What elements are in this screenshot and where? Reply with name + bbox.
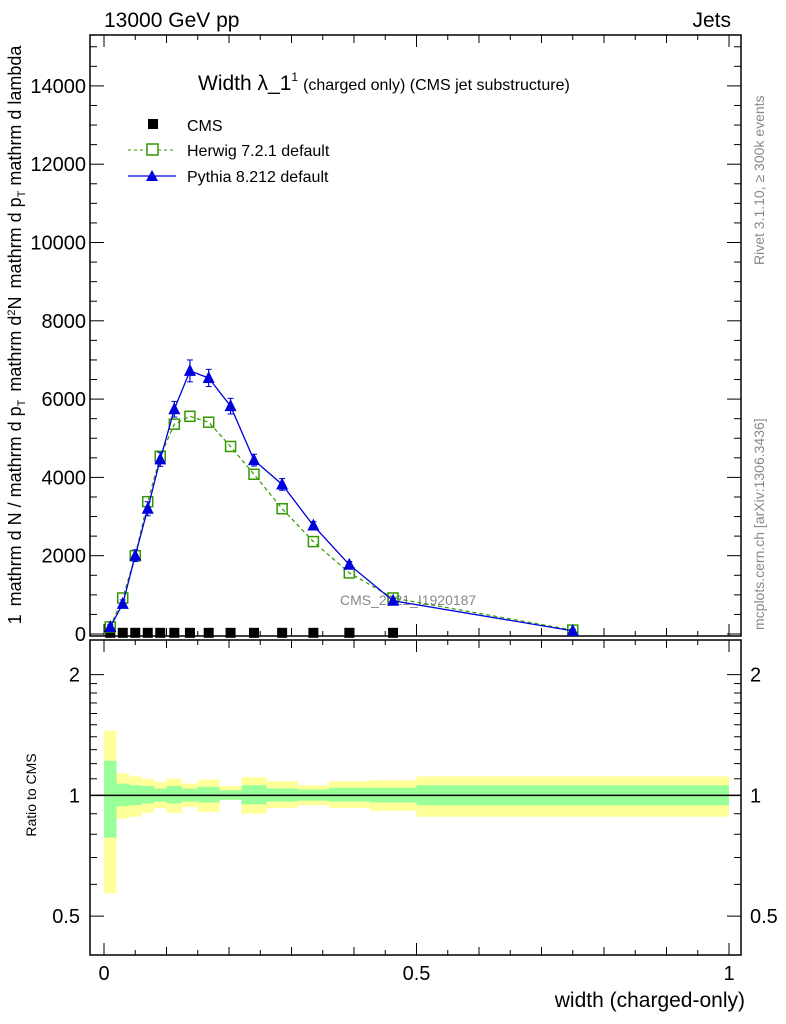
cms-point bbox=[105, 627, 116, 638]
cms-point bbox=[388, 627, 399, 638]
pythia-point bbox=[104, 619, 117, 632]
legend-herwig-label: Herwig 7.2.1 default bbox=[187, 143, 330, 160]
y-tick-label: 14000 bbox=[30, 76, 86, 98]
ratio-y-tick-label: 0.5 bbox=[52, 906, 80, 928]
herwig-point bbox=[307, 535, 320, 548]
y-label-num2-tail: N bbox=[5, 296, 25, 309]
pythia-point bbox=[202, 370, 215, 383]
cms-point bbox=[308, 627, 319, 638]
main-frame bbox=[89, 34, 742, 637]
pythia-point bbox=[248, 453, 260, 466]
cms-point bbox=[225, 627, 236, 638]
pythia-point bbox=[276, 477, 289, 490]
header-right: Jets bbox=[692, 9, 731, 32]
ratio-frame bbox=[89, 639, 742, 956]
y-label-den2: mathrm d p bbox=[5, 197, 25, 288]
rivet-label: Rivet 3.1.10, ≥ 300k events bbox=[751, 95, 767, 265]
herwig-point bbox=[168, 418, 181, 430]
legend: CMS Herwig 7.2.1 default Pythia 8.212 de… bbox=[128, 118, 330, 186]
herwig-point bbox=[184, 410, 196, 423]
pythia-point bbox=[224, 399, 237, 412]
main-plot: 0 2000 4000 6000 8000 10000 12000 14000 bbox=[30, 34, 742, 955]
y-label-num2-sup: 2 bbox=[6, 309, 18, 315]
title-sub: (charged only) (CMS jet substructure) bbox=[303, 77, 570, 94]
pythia-point bbox=[129, 548, 142, 561]
x-tick-label: 0 bbox=[98, 963, 109, 985]
x-tick-label: 1 bbox=[723, 963, 734, 985]
cms-point bbox=[169, 627, 180, 638]
y-tick-label: 12000 bbox=[30, 154, 86, 176]
y-tick-label: 6000 bbox=[42, 389, 87, 411]
ratio-inner-band bbox=[104, 760, 117, 838]
cms-point bbox=[142, 627, 153, 638]
pythia-point bbox=[116, 596, 129, 609]
herwig-point bbox=[224, 440, 237, 453]
cms-point bbox=[203, 627, 214, 638]
y-tick-label: 10000 bbox=[30, 232, 86, 254]
cms-point bbox=[344, 627, 355, 638]
ratio-y-tick-label: 1 bbox=[69, 785, 80, 807]
y-tick-label: 2000 bbox=[42, 546, 87, 568]
herwig-point bbox=[248, 468, 260, 481]
legend-cms-label: CMS bbox=[187, 118, 223, 135]
mcplots-label: mcplots.cern.ch [arXiv:1306.3436] bbox=[751, 418, 767, 630]
cms-point bbox=[277, 627, 288, 638]
y-label-num2: mathrm d bbox=[5, 316, 25, 392]
x-tick-label: 0.5 bbox=[403, 963, 431, 985]
ratio-y-tick-label-right: 1 bbox=[750, 785, 761, 807]
herwig-point bbox=[202, 416, 215, 428]
cms-point bbox=[130, 627, 141, 638]
ratio-y-tick-label-right: 2 bbox=[750, 665, 761, 687]
herwig-point bbox=[276, 502, 288, 515]
pythia-point bbox=[566, 623, 579, 636]
cms-point bbox=[155, 627, 166, 638]
chart-title: Width λ_11 (charged only) (CMS jet substr… bbox=[198, 70, 570, 95]
x-axis-label: width (charged-only) bbox=[554, 989, 745, 1012]
y-tick-label: 8000 bbox=[42, 311, 87, 333]
title-sup: 1 bbox=[291, 70, 298, 84]
y-tick-label: 4000 bbox=[42, 467, 87, 489]
pythia-point bbox=[154, 452, 167, 465]
cms-point bbox=[184, 627, 195, 638]
ratio-y-tick-label-right: 0.5 bbox=[750, 906, 778, 928]
pythia-point bbox=[307, 518, 320, 531]
y-tick-label: 0 bbox=[75, 624, 86, 646]
y-label-den1-sub: T bbox=[16, 399, 28, 406]
ratio-plot: 0 0.5 1 0.5 0.5 1 1 2 2 bbox=[52, 639, 778, 985]
y-label-den2-sub: T bbox=[16, 190, 28, 197]
cms-point bbox=[117, 627, 128, 638]
title-main: Width λ_1 bbox=[198, 72, 291, 95]
pythia-point bbox=[168, 402, 181, 415]
pythia-point bbox=[387, 593, 400, 606]
legend-pythia-marker bbox=[146, 170, 158, 181]
pythia-point bbox=[183, 363, 196, 376]
legend-herwig-marker bbox=[146, 143, 159, 156]
ratio-y-tick-label: 2 bbox=[69, 665, 80, 687]
cms-point bbox=[249, 627, 259, 638]
legend-cms-marker bbox=[148, 119, 158, 129]
y-label-den1: mathrm d N / mathrm d p bbox=[5, 406, 25, 606]
pythia-point bbox=[343, 557, 356, 570]
y-label-den2-tail: mathrm d lambda bbox=[5, 45, 25, 191]
y-label-num1: 1 bbox=[5, 614, 25, 624]
y-axis-label: 1mathrm d N / mathrm d pTmathrm d2Nmathr… bbox=[5, 45, 28, 625]
watermark: CMS_2021_I1920187 bbox=[340, 592, 476, 608]
pythia-point bbox=[141, 501, 154, 514]
header-left: 13000 GeV pp bbox=[104, 9, 239, 32]
ratio-y-label: Ratio to CMS bbox=[23, 753, 39, 836]
legend-pythia-label: Pythia 8.212 default bbox=[187, 169, 329, 186]
